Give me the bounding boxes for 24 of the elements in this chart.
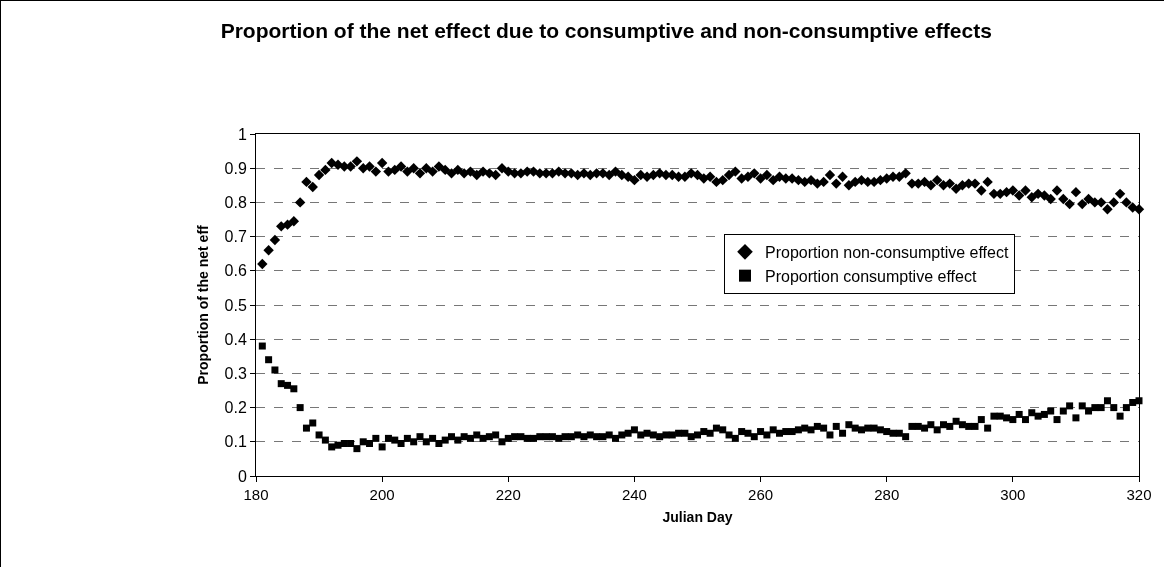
y-tick-label: 0.8: [224, 194, 247, 211]
y-tick-label: 0.7: [224, 228, 247, 246]
y-tick-label: 0.9: [224, 159, 247, 177]
legend-label: Proportion non-consumptive effect: [764, 244, 1009, 262]
y-tick-label: 0.3: [224, 365, 247, 382]
y-axis-title: Proportion of the net eff: [195, 224, 212, 385]
x-axis-title: Julian Day: [662, 509, 733, 526]
y-tick-label: 0.2: [224, 399, 247, 417]
x-tick-label: 280: [874, 486, 900, 503]
y-tick-label: 0.1: [224, 433, 247, 451]
y-tick-label: 1: [237, 125, 247, 143]
x-tick-label: 180: [243, 486, 269, 503]
legend-label: Proportion consumptive effect: [764, 267, 977, 285]
y-tick-label: 0.5: [224, 296, 247, 314]
x-tick-label: 240: [621, 486, 647, 503]
chart-title: Proportion of the net effect due to consumptive and non-consumptive effects: [220, 19, 992, 43]
x-tick-label: 320: [1126, 486, 1152, 503]
x-tick-label: 200: [369, 486, 395, 503]
y-tick-label: 0.4: [224, 330, 247, 348]
y-tick-label: 0.6: [224, 262, 247, 280]
y-tick-label: 0: [237, 467, 247, 485]
x-tick-label: 260: [748, 486, 774, 503]
x-tick-label: 300: [1000, 486, 1026, 503]
x-tick-label: 220: [495, 486, 521, 503]
